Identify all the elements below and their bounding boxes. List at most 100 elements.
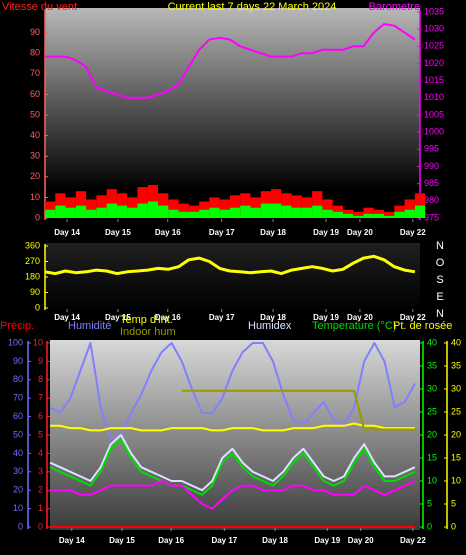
bar (271, 203, 282, 218)
y2-tick-label: 1010 (424, 92, 444, 102)
y2-tick-label: 1015 (424, 75, 444, 85)
x-tick-label: Day 15 (105, 228, 131, 237)
bar (363, 213, 374, 218)
bar (65, 207, 76, 218)
compass-label: S (436, 274, 443, 286)
bar (250, 207, 261, 218)
x-tick-label: Day 18 (260, 228, 286, 237)
bar (312, 191, 323, 218)
y2-tick-label: 5 (427, 498, 432, 508)
y-axis-title: Vitesse du vent (2, 1, 77, 13)
x-tick-label: Day 20 (347, 313, 373, 322)
y-tick-label: 100 (8, 337, 23, 347)
series-line (49, 438, 416, 496)
bar (209, 207, 220, 218)
bar (332, 211, 343, 218)
y-tick-label: 70 (13, 393, 23, 403)
p-tick-label: 9 (38, 356, 43, 366)
y2-tick-label: 30 (427, 383, 437, 393)
compass-label: E (436, 291, 443, 303)
bar (373, 213, 385, 218)
y3-tick-label: 5 (451, 498, 456, 508)
chart-title: Current last 7 days 22 March 2024 (168, 1, 337, 13)
bar (312, 205, 323, 218)
y2-tick-label: 1035 (424, 6, 444, 16)
y-tick-label: 270 (25, 256, 40, 266)
y2-tick-label: 980 (424, 195, 439, 205)
legend-label: Temperature (°C) (312, 320, 396, 332)
bar (322, 209, 333, 218)
p-tick-label: 0 (38, 521, 43, 531)
x-tick-label: Day 20 (347, 228, 373, 237)
bar (147, 185, 159, 218)
y-tick-label: 50 (30, 109, 40, 119)
legend-label: Humidité (68, 320, 111, 332)
y3-tick-label: 40 (451, 337, 461, 347)
legend-label: Indoor hum (120, 326, 176, 338)
bar (168, 209, 179, 218)
y-tick-label: 60 (30, 89, 40, 99)
y-tick-label: 60 (13, 411, 23, 421)
x-tick-label: Day 14 (59, 536, 85, 545)
bar (291, 207, 302, 218)
bar (199, 209, 210, 218)
series-line (49, 342, 416, 440)
plot-background (45, 8, 420, 222)
x-tick-label: Day 19 (313, 228, 339, 237)
x-tick-label: Day 16 (155, 228, 181, 237)
y2-tick-label: 25 (427, 406, 437, 416)
y3-tick-label: 20 (451, 429, 461, 439)
y3-tick-label: 30 (451, 383, 461, 393)
legend-label: Humidex (248, 320, 292, 332)
y-tick-label: 70 (30, 68, 40, 78)
y-tick-label: 50 (13, 429, 23, 439)
y2-tick-label: 0 (427, 521, 432, 531)
y2-tick-label: 15 (427, 452, 437, 462)
bar (363, 207, 374, 218)
y2-tick-label: 1005 (424, 109, 444, 119)
x-tick-label: Day 14 (54, 313, 80, 322)
y-tick-label: 360 (25, 240, 40, 250)
y-tick-label: 90 (30, 287, 40, 297)
y-tick-label: 30 (30, 151, 40, 161)
bar (384, 215, 395, 218)
series-line (181, 389, 415, 431)
p-tick-label: 4 (38, 448, 43, 458)
series-line (44, 254, 416, 276)
p-tick-label: 5 (38, 429, 43, 439)
bar (384, 211, 395, 218)
bar (158, 205, 169, 218)
y-tick-label: 0 (35, 302, 40, 312)
x-tick-label: Day 17 (211, 536, 237, 545)
y-tick-label: 80 (13, 374, 23, 384)
y2-tick-label: 990 (424, 161, 439, 171)
p-tick-label: 3 (38, 466, 43, 476)
series-line (45, 23, 416, 99)
y-tick-label: 0 (35, 212, 40, 222)
y-tick-label: 90 (13, 356, 23, 366)
y-tick-label: 180 (25, 271, 40, 281)
p-tick-label: 8 (38, 374, 43, 384)
bar (342, 213, 354, 218)
x-tick-label: Day 16 (155, 313, 181, 322)
legend-label: Précip. (0, 320, 34, 332)
x-tick-label: Day 15 (105, 313, 131, 322)
bar (353, 211, 364, 218)
bar (301, 207, 313, 218)
x-tick-label: Day 18 (262, 536, 288, 545)
y3-tick-label: 25 (451, 406, 461, 416)
y2-tick-label: 20 (427, 429, 437, 439)
y3-tick-label: 15 (451, 452, 461, 462)
series-line (49, 434, 416, 492)
bar (188, 211, 200, 218)
bar (240, 205, 251, 218)
y-tick-label: 30 (13, 466, 23, 476)
x-tick-label: Day 18 (260, 313, 286, 322)
bar (322, 199, 333, 218)
bar (219, 209, 230, 218)
bar (55, 205, 66, 218)
y3-tick-label: 0 (451, 521, 456, 531)
p-tick-label: 6 (38, 411, 43, 421)
y-tick-label: 10 (13, 503, 23, 513)
